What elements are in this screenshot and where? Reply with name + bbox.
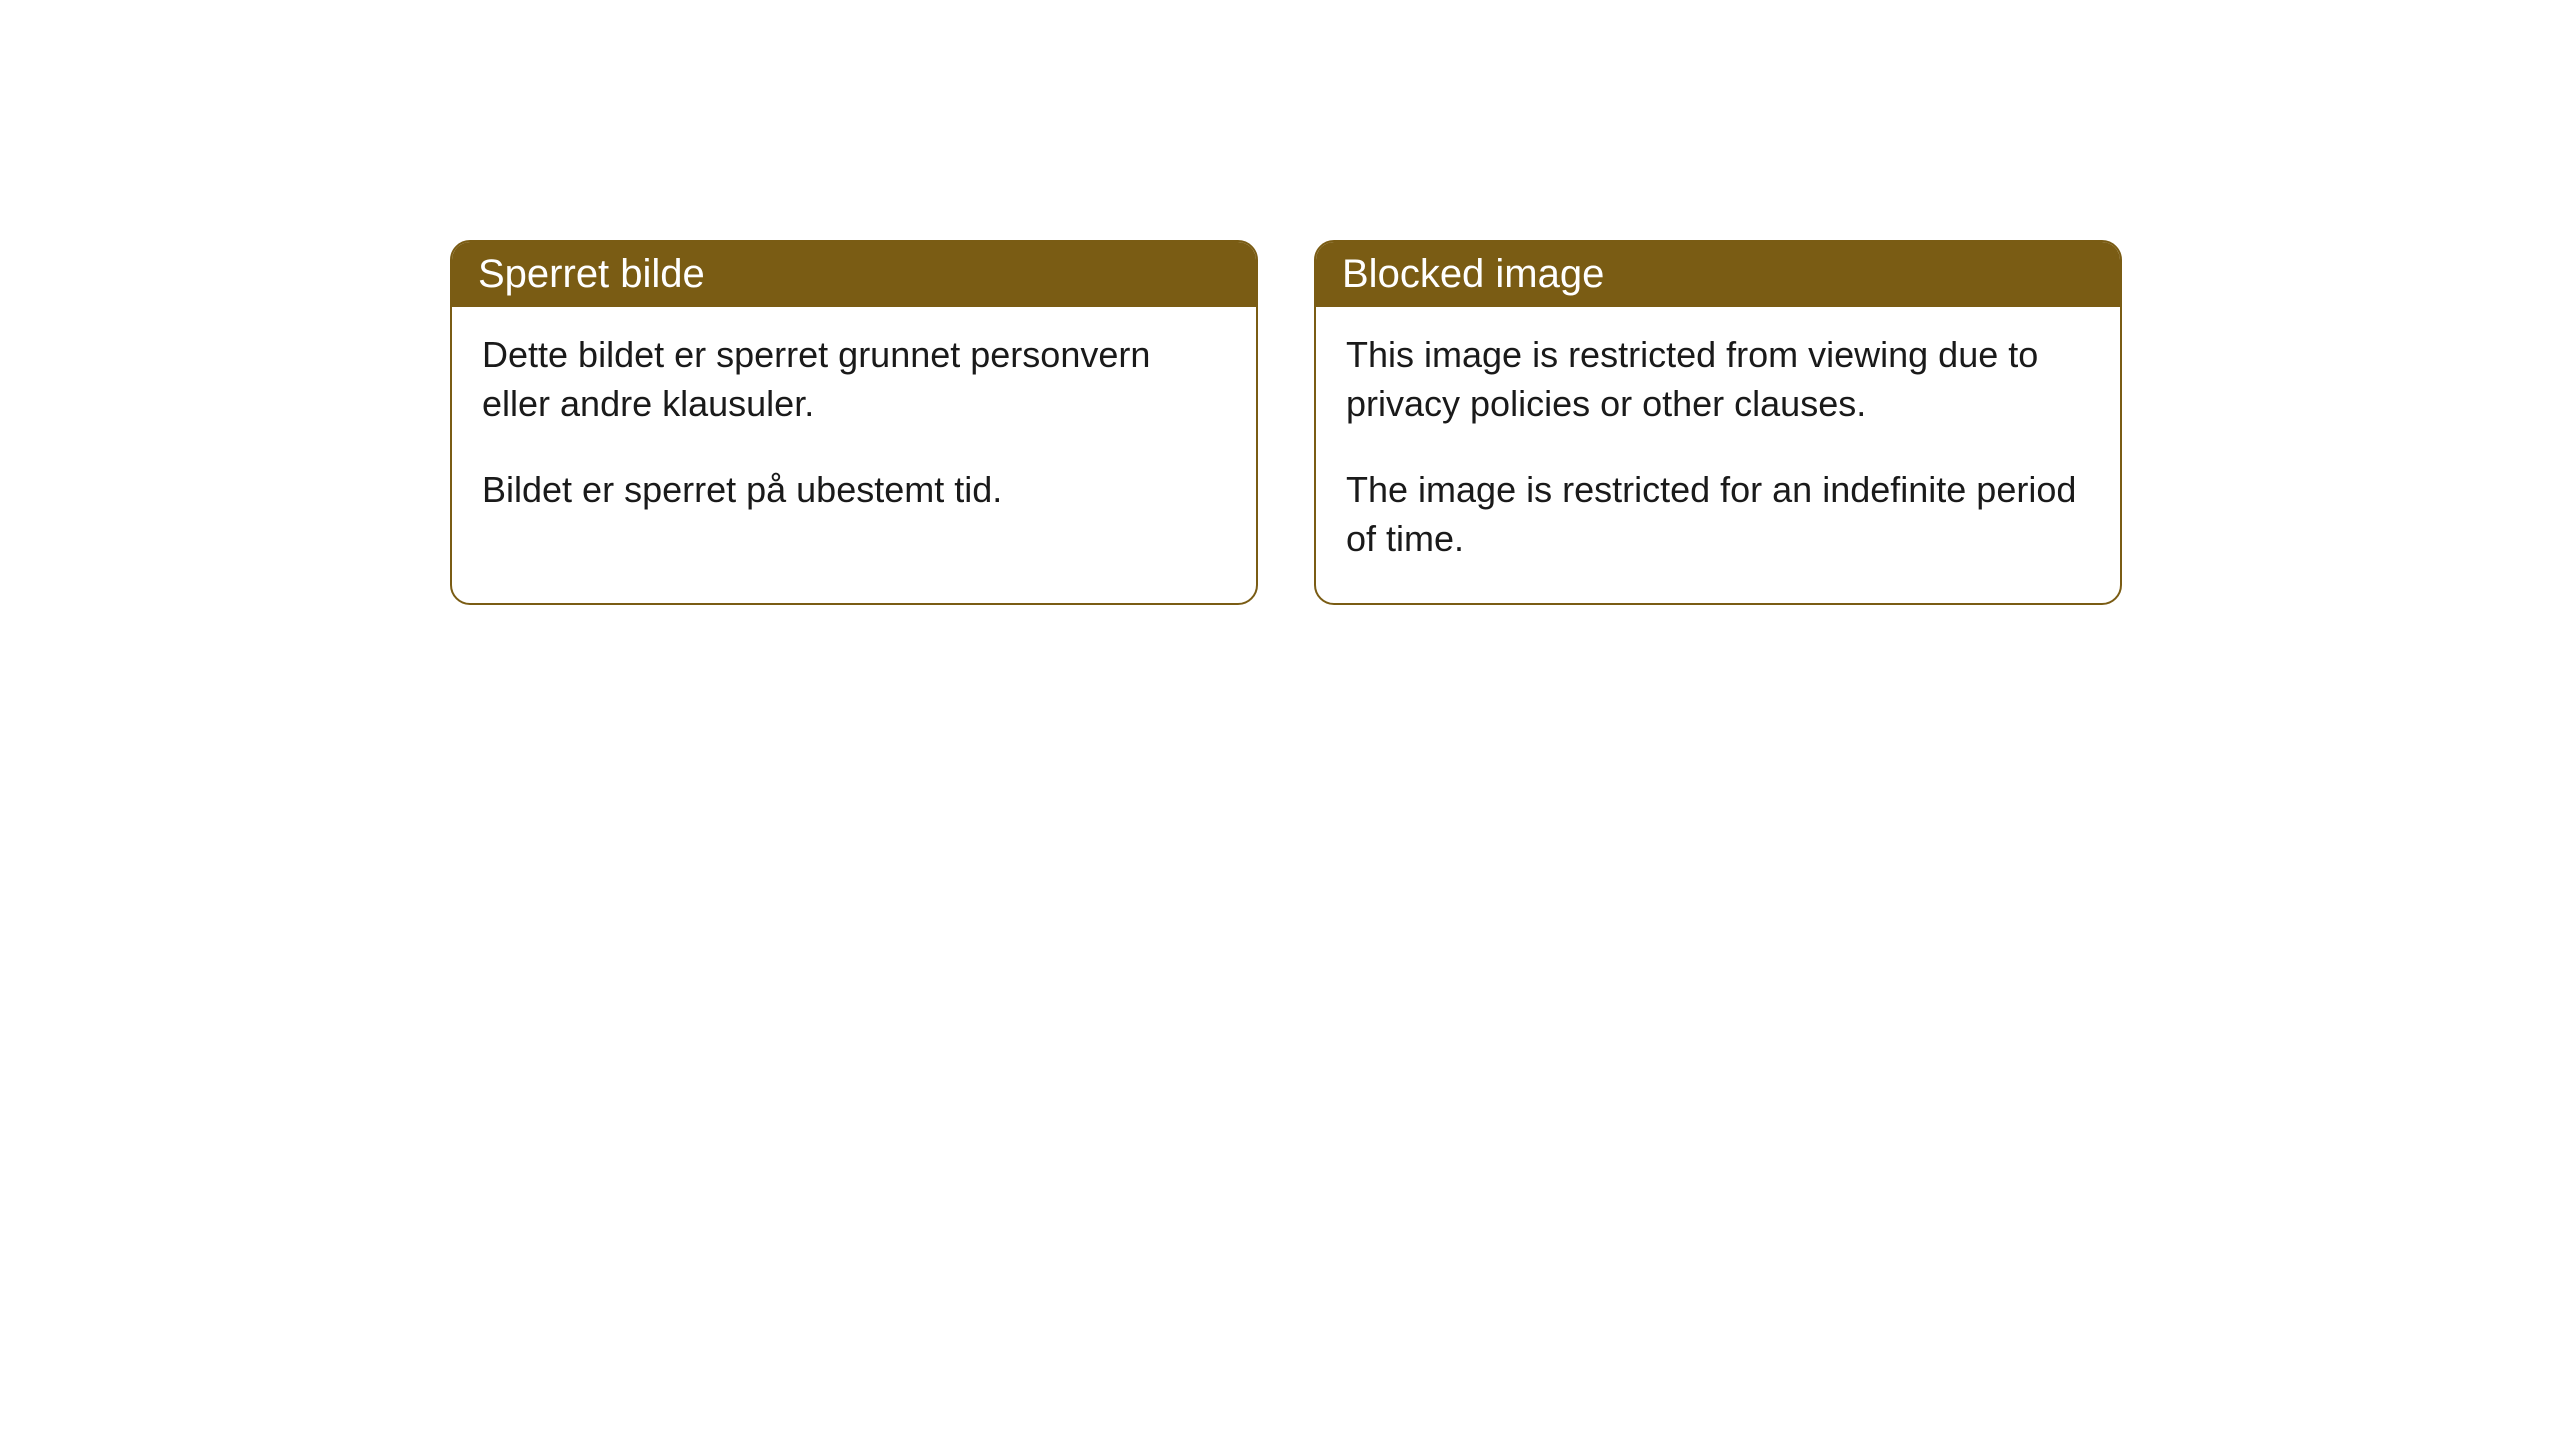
- card-paragraph: Bildet er sperret på ubestemt tid.: [482, 466, 1226, 515]
- card-body-english: This image is restricted from viewing du…: [1316, 307, 2120, 603]
- card-paragraph: The image is restricted for an indefinit…: [1346, 466, 2090, 563]
- blocked-image-card-norwegian: Sperret bilde Dette bildet er sperret gr…: [450, 240, 1258, 605]
- blocked-image-card-english: Blocked image This image is restricted f…: [1314, 240, 2122, 605]
- notification-cards-container: Sperret bilde Dette bildet er sperret gr…: [450, 240, 2560, 605]
- card-body-norwegian: Dette bildet er sperret grunnet personve…: [452, 307, 1256, 555]
- card-paragraph: Dette bildet er sperret grunnet personve…: [482, 331, 1226, 428]
- card-header-norwegian: Sperret bilde: [452, 242, 1256, 307]
- card-header-english: Blocked image: [1316, 242, 2120, 307]
- card-title: Sperret bilde: [478, 252, 705, 296]
- card-title: Blocked image: [1342, 252, 1604, 296]
- card-paragraph: This image is restricted from viewing du…: [1346, 331, 2090, 428]
